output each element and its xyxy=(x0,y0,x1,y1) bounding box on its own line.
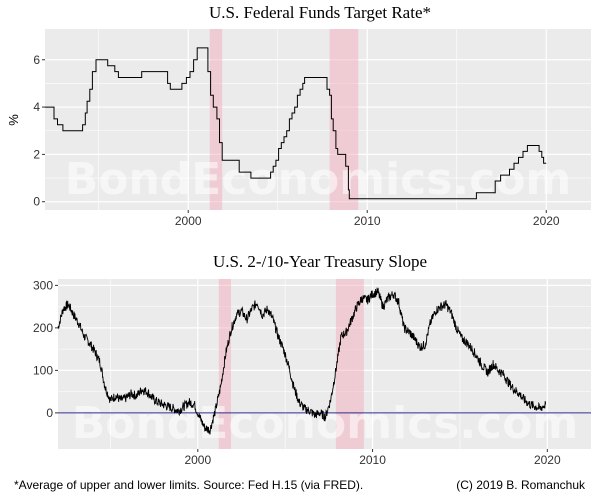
source-footnote: *Average of upper and lower limits. Sour… xyxy=(14,478,363,492)
treasury-slope-recession-band xyxy=(218,279,232,449)
treasury-slope-y-tick-label: 0 xyxy=(46,406,53,420)
fed-funds-x-tick-label: 2010 xyxy=(354,214,381,228)
treasury-slope-x-tick-label: 2010 xyxy=(359,453,386,467)
fed-funds-y-tick-label: 2 xyxy=(33,147,40,161)
treasury-slope-y-axis: 0 100 200 300 xyxy=(33,278,58,420)
treasury-slope-x-tick-label: 2000 xyxy=(184,453,211,467)
treasury-slope-watermark: BondEconomics.com xyxy=(72,398,579,449)
fed-funds-recession-band xyxy=(209,29,223,210)
fed-funds-y-axis-label: % xyxy=(6,114,21,126)
treasury-slope-y-tick-label: 200 xyxy=(33,321,53,335)
fed-funds-x-tick-label: 2000 xyxy=(175,214,202,228)
fed-funds-recession-bands xyxy=(209,29,359,210)
treasury-slope-recession-band xyxy=(335,279,364,449)
fed-funds-series-line xyxy=(45,47,547,200)
treasury-slope-x-axis: 2000 2010 2020 xyxy=(184,449,561,467)
fed-funds-x-tick-label: 2020 xyxy=(533,214,560,228)
fed-funds-y-axis: 0 2 4 6 xyxy=(33,53,45,209)
treasury-slope-panel: U.S. 2-/10-Year Treasury Slope BondEcono… xyxy=(33,252,591,467)
treasury-slope-minor-gridlines xyxy=(58,279,591,449)
treasury-slope-y-tick-label: 100 xyxy=(33,363,53,377)
fed-funds-panel: U.S. Federal Funds Target Rate* BondEcon… xyxy=(6,3,591,228)
fed-funds-x-axis: 2000 2010 2020 xyxy=(175,210,560,228)
fed-funds-y-tick-label: 0 xyxy=(33,195,40,209)
fed-funds-chart-title: U.S. Federal Funds Target Rate* xyxy=(209,3,431,22)
fed-funds-recession-band xyxy=(329,29,359,210)
treasury-slope-series-line xyxy=(57,287,547,435)
treasury-slope-y-tick-label: 300 xyxy=(33,278,53,292)
fed-funds-watermark: BondEconomics.com xyxy=(65,154,572,205)
fed-funds-y-tick-label: 4 xyxy=(33,100,40,114)
treasury-slope-recession-bands xyxy=(218,279,364,449)
copyright-notice: (C) 2019 B. Romanchuk xyxy=(456,478,586,492)
fed-funds-major-gridlines xyxy=(45,29,591,210)
treasury-slope-chart-title: U.S. 2-/10-Year Treasury Slope xyxy=(213,252,427,271)
fed-funds-y-tick-label: 6 xyxy=(33,53,40,67)
treasury-slope-x-tick-label: 2020 xyxy=(534,453,561,467)
